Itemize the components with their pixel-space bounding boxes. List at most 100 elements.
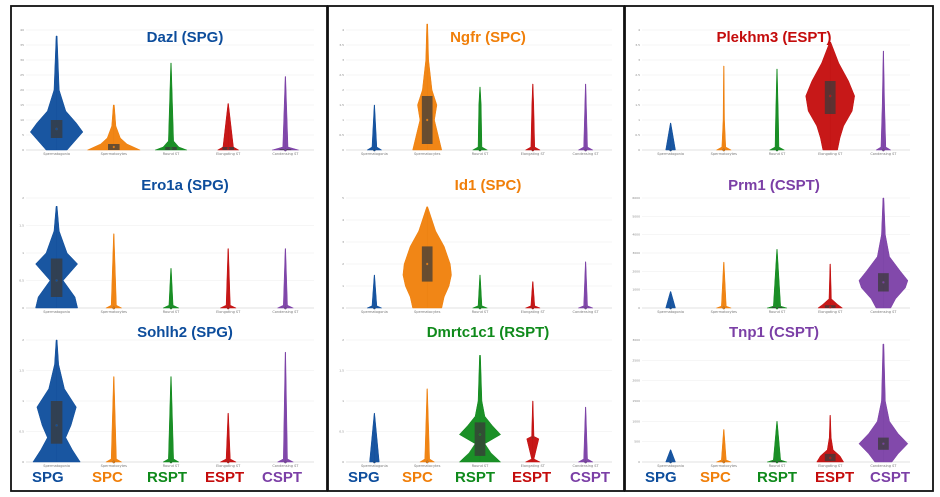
violin-iqr-box bbox=[50, 401, 63, 444]
x-category-label: Condensing ST bbox=[870, 310, 897, 314]
x-category-label: Spermatogonia bbox=[361, 464, 388, 468]
y-tick-label: 5 bbox=[342, 196, 344, 200]
violin-median bbox=[478, 148, 482, 152]
violin-body bbox=[875, 50, 892, 151]
legend-item: CSPT bbox=[870, 469, 910, 486]
violin-condensing-st: Condensing ST bbox=[573, 83, 600, 156]
violin-body bbox=[768, 68, 786, 151]
violin-median bbox=[226, 460, 230, 464]
y-tick-label: 3 bbox=[342, 58, 344, 62]
violin-spermatocytes: Spermatocytes bbox=[711, 429, 738, 468]
violin-panel-6: 0 1000 2000 3000 4000 5000 6000 Spermatogonia Sp… bbox=[632, 177, 910, 314]
violin-median bbox=[478, 306, 482, 310]
panel-title: Tnp1 (CSPT) bbox=[729, 324, 819, 341]
violin-median bbox=[226, 306, 230, 310]
y-tick-label: 3000 bbox=[632, 251, 640, 255]
violin-spermatocytes: Spermatocytes bbox=[101, 233, 127, 314]
violin-round-st: Round ST bbox=[472, 86, 489, 156]
violin-condensing-st: Condensing ST bbox=[573, 261, 600, 314]
y-tick-label: 1 bbox=[638, 118, 640, 122]
x-category-label: Spermatocytes bbox=[711, 464, 738, 468]
violin-median bbox=[112, 460, 116, 464]
x-category-label: Condensing ST bbox=[870, 152, 897, 156]
x-category-label: Round ST bbox=[769, 310, 786, 314]
x-category-label: Elongating ST bbox=[216, 152, 241, 156]
violin-median bbox=[284, 306, 287, 310]
y-tick-label: 1500 bbox=[632, 399, 640, 403]
violin-body bbox=[277, 248, 294, 309]
violin-body bbox=[665, 122, 676, 151]
violin-body bbox=[155, 62, 187, 151]
violin-median bbox=[882, 148, 885, 152]
x-category-label: Spermatogonia bbox=[43, 310, 70, 314]
violin-condensing-st: Condensing ST bbox=[272, 76, 299, 156]
y-tick-label: 0 bbox=[638, 460, 640, 464]
violin-round-st: Round ST bbox=[162, 376, 180, 468]
violin-round-st: Round ST bbox=[163, 268, 180, 314]
y-tick-label: 2 bbox=[22, 196, 24, 200]
legend-item: SPC bbox=[92, 469, 123, 486]
violin-body bbox=[29, 35, 84, 151]
violin-median bbox=[531, 436, 535, 439]
violin-body bbox=[816, 414, 845, 463]
x-category-label: Round ST bbox=[163, 310, 180, 314]
y-tick-label: 1 bbox=[342, 284, 344, 288]
y-tick-label: 0.5 bbox=[635, 133, 640, 137]
x-category-label: Elongating ST bbox=[521, 152, 546, 156]
y-tick-label: 3 bbox=[638, 58, 640, 62]
legend-item: SPG bbox=[348, 469, 380, 486]
y-tick-label: 1 bbox=[342, 118, 344, 122]
legend-item: ESPT bbox=[205, 469, 244, 486]
violin-body bbox=[220, 412, 237, 463]
violin-median bbox=[373, 148, 376, 152]
x-category-label: Elongating ST bbox=[216, 464, 241, 468]
violin-panel-1: 0 5 10 15 20 25 30 35 40 Spermatogonia Spermatocyt… bbox=[20, 28, 314, 156]
violin-median bbox=[669, 148, 672, 152]
violin-body bbox=[458, 355, 502, 463]
legend-item: CSPT bbox=[262, 469, 302, 486]
violin-body bbox=[524, 83, 542, 151]
violin-body bbox=[665, 291, 676, 309]
violin-body bbox=[369, 412, 380, 463]
column-frame-2 bbox=[327, 5, 625, 492]
panel-title: Ngfr (SPC) bbox=[450, 29, 526, 46]
violin-condensing-st: Condensing ST bbox=[272, 351, 299, 468]
x-category-label: Spermatocytes bbox=[101, 152, 128, 156]
x-category-label: Spermatogonia bbox=[657, 310, 684, 314]
violin-spermatogonia: Spermatogonia bbox=[361, 274, 388, 314]
violin-elongating-st: Elongating ST bbox=[521, 83, 546, 156]
violin-elongating-st: Elongating ST bbox=[521, 400, 546, 468]
violin-body bbox=[412, 23, 443, 151]
panel-title: Sohlh2 (SPG) bbox=[137, 324, 233, 341]
y-tick-label: 2 bbox=[638, 88, 640, 92]
legend-item: SPG bbox=[645, 469, 677, 486]
violin-spermatogonia: Spermatogonia bbox=[361, 104, 388, 156]
legend-item: ESPT bbox=[512, 469, 551, 486]
y-tick-label: 4000 bbox=[632, 233, 640, 237]
x-category-label: Spermatocytes bbox=[414, 152, 441, 156]
x-category-label: Spermatogonia bbox=[657, 464, 684, 468]
violin-median bbox=[828, 456, 832, 460]
violin-round-st: Round ST bbox=[155, 62, 187, 156]
y-tick-label: 0 bbox=[22, 148, 24, 152]
y-tick-label: 0.5 bbox=[339, 430, 344, 434]
x-category-label: Condensing ST bbox=[573, 152, 600, 156]
y-tick-label: 2 bbox=[342, 88, 344, 92]
y-tick-label: 30 bbox=[20, 58, 24, 62]
violin-body bbox=[715, 65, 733, 151]
x-category-label: Spermatogonia bbox=[43, 152, 70, 156]
x-category-label: Round ST bbox=[472, 152, 489, 156]
violin-condensing-st: Condensing ST bbox=[870, 50, 897, 156]
legend-item: SPC bbox=[700, 469, 731, 486]
violin-spermatogonia: Spermatogonia bbox=[35, 206, 78, 314]
violin-round-st: Round ST bbox=[458, 355, 502, 468]
violin-body bbox=[817, 263, 844, 309]
x-category-label: Condensing ST bbox=[272, 152, 299, 156]
y-tick-label: 3.5 bbox=[339, 43, 344, 47]
x-category-label: Condensing ST bbox=[272, 464, 299, 468]
violin-body bbox=[277, 351, 294, 463]
violin-median bbox=[226, 147, 230, 150]
violin-panel-2: 0 0.5 1 1.5 2 2.5 3 3.5 4 Spermatogonia Spermatocy… bbox=[339, 23, 612, 156]
panel-title: Prm1 (CSPT) bbox=[728, 177, 820, 194]
violin-median bbox=[373, 306, 376, 310]
